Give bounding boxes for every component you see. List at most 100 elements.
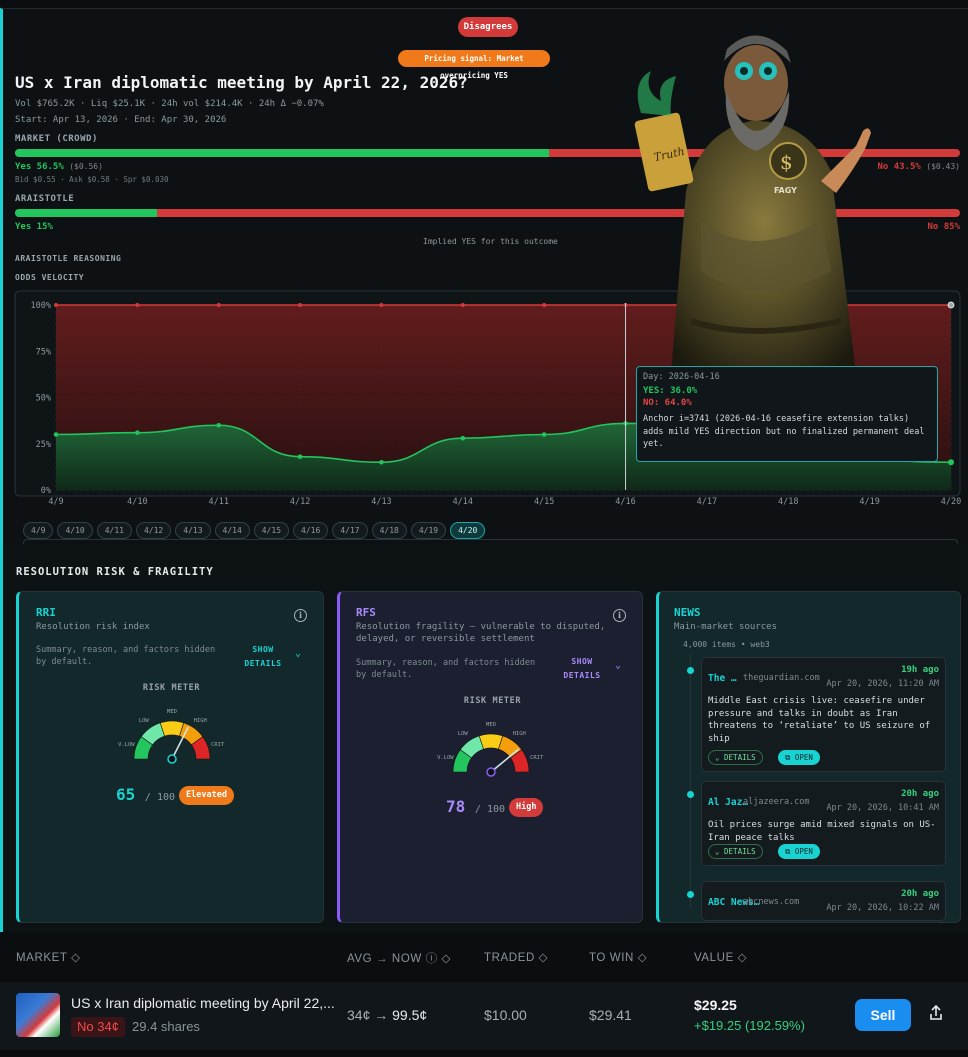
external-link-icon: ⧉ — [785, 847, 791, 856]
reasoning-label[interactable]: ARAISTOTLE REASONING — [15, 254, 122, 263]
rfs-level-badge: High — [509, 798, 544, 817]
show-details-button[interactable]: SHOW DETAILS — [563, 657, 601, 680]
chevron-down-icon[interactable]: ⌄ — [615, 660, 622, 671]
column-header-market[interactable]: MARKET ◇ — [16, 952, 81, 964]
chevron-down-icon[interactable]: ⌄ — [295, 648, 302, 659]
disagree-badge: Disagrees — [458, 17, 518, 37]
no-point — [135, 303, 140, 307]
philosopher-mascot-icon: Truth $ FAGY — [634, 35, 871, 373]
araistotle-yes-label: Yes 15% — [15, 222, 53, 232]
bid-ask-spread: Bid $0.55 · Ask $0.58 · Spr $0.030 — [15, 175, 169, 184]
gauge-label: MED — [167, 709, 177, 715]
news-age: 19h ago — [901, 665, 939, 675]
y-tick-label: 100% — [31, 301, 51, 311]
column-header-value[interactable]: VALUE ◇ — [694, 952, 748, 964]
news-item[interactable]: The … theguardian.com 19h ago Apr 20, 2026,… — [701, 657, 946, 772]
x-tick-label: 4/9 — [48, 497, 63, 507]
x-tick-label: 4/20 — [941, 497, 961, 507]
news-headline: Middle East crisis live: ceasefire under… — [708, 696, 931, 744]
timeline-dot — [687, 791, 694, 798]
section-title: RESOLUTION RISK & FRAGILITY — [16, 566, 214, 578]
no-point — [379, 303, 384, 307]
news-details-button[interactable]: ⌄ DETAILS — [708, 750, 763, 765]
news-subtitle: Main-market sources — [674, 622, 777, 632]
day-chip[interactable]: 4/11 — [96, 522, 132, 539]
y-tick-label: 25% — [36, 440, 51, 450]
news-source: The … — [708, 673, 737, 684]
gauge-label: HIGH — [194, 718, 207, 724]
rri-card: RRI i Resolution risk index Summary, rea… — [16, 591, 324, 923]
rri-subtitle: Resolution risk index — [36, 622, 150, 632]
news-details-button[interactable]: ⌄ DETAILS — [708, 844, 763, 859]
x-tick-label: 4/15 — [534, 497, 554, 507]
market-detail-panel: Disagrees Pricing signal: Market overpri… — [0, 8, 968, 544]
market-thumbnail — [16, 993, 60, 1037]
day-chip[interactable]: 4/20 — [450, 522, 486, 539]
market-dates: Start: Apr 13, 2026 · End: Apr 30, 2026 — [15, 115, 227, 125]
sell-button[interactable]: Sell — [855, 999, 911, 1031]
day-chip[interactable]: 4/16 — [293, 522, 329, 539]
news-date: Apr 20, 2026, 11:20 AM — [826, 679, 939, 689]
x-tick-label: 4/13 — [371, 497, 391, 507]
info-icon[interactable]: i — [613, 609, 626, 622]
rfs-card: RFS i Resolution fragility — vulnerable … — [337, 591, 643, 923]
day-chip[interactable]: 4/13 — [175, 522, 211, 539]
news-item[interactable]: ABC News… abcnews.com 20h ago Apr 20, 2026,… — [701, 881, 946, 921]
rfs-subtitle: Resolution fragility — vulnerable to dis… — [356, 622, 606, 644]
day-chip[interactable]: 4/17 — [332, 522, 368, 539]
rfs-risk-gauge: V.LOW LOW MED HIGH CRIT — [437, 722, 544, 777]
news-source: Al Jaz… — [708, 797, 749, 808]
gauge-hub — [486, 767, 496, 777]
news-date: Apr 20, 2026, 10:22 AM — [826, 903, 939, 913]
svg-text:FAGY: FAGY — [774, 186, 797, 195]
gauge-label: LOW — [458, 731, 469, 737]
column-header-to-win[interactable]: TO WIN ◇ — [589, 952, 648, 964]
gauge-label: V.LOW — [437, 755, 454, 761]
news-age: 20h ago — [901, 889, 939, 899]
araistotle-yes-fill — [15, 209, 157, 217]
show-details-button[interactable]: SHOW DETAILS — [244, 645, 282, 668]
column-header-avg-now[interactable]: AVG → NOW ⓘ ◇ — [347, 953, 451, 965]
day-chip[interactable]: 4/14 — [214, 522, 250, 539]
table-row[interactable]: US x Iran diplomatic meeting by April 22… — [0, 982, 968, 1050]
day-chip-row: 4/9 4/10 4/11 4/12 4/13 4/14 4/15 4/16 4/17 4/18 4… — [23, 518, 489, 539]
share-icon[interactable] — [928, 1004, 944, 1022]
day-chip[interactable]: 4/19 — [410, 522, 447, 539]
yes-point — [53, 432, 59, 437]
row-market-title[interactable]: US x Iran diplomatic meeting by April 22… — [71, 995, 335, 1011]
no-point — [54, 303, 58, 307]
yes-point — [460, 435, 466, 441]
x-tick-label: 4/18 — [778, 497, 798, 507]
market-crowd-label: MARKET (CROWD) — [15, 134, 98, 144]
rri-title: RRI — [36, 606, 56, 619]
news-headline: Oil prices surge amid mixed signals on U… — [708, 820, 936, 843]
market-yes-fill — [15, 149, 549, 157]
market-no-label: No 43.5% ($0.43) — [877, 162, 961, 172]
day-chip[interactable]: 4/9 — [23, 522, 54, 539]
news-item[interactable]: Al Jaz… aljazeera.com 20h ago Apr 20, 2026,… — [701, 781, 946, 866]
news-domain: theguardian.com — [743, 673, 820, 683]
timeline-dot — [687, 667, 694, 674]
last-point-marker — [948, 459, 954, 466]
news-age: 20h ago — [901, 789, 939, 799]
page-title: US x Iran diplomatic meeting by April 22… — [15, 73, 468, 92]
y-tick-label: 50% — [36, 394, 51, 404]
gauge-segment — [509, 749, 530, 773]
news-open-button[interactable]: ⧉ OPEN — [778, 844, 820, 859]
positions-table: MARKET ◇ AVG → NOW ⓘ ◇ TRADED ◇ TO WIN ◇… — [0, 932, 968, 1057]
market-stats: Vol $765.2K · Liq $25.1K · 24h vol $214.… — [15, 99, 324, 109]
row-shares: 29.4 shares — [132, 1019, 200, 1034]
gauge-label: CRIT — [211, 742, 225, 748]
implied-yes-caption: Implied YES for this outcome — [423, 237, 558, 246]
day-chip[interactable]: 4/10 — [57, 522, 93, 539]
info-icon[interactable]: i — [294, 609, 307, 622]
row-value: $29.25 — [694, 997, 737, 1013]
day-chip[interactable]: 4/18 — [371, 522, 407, 539]
odds-velocity-label: ODDS VELOCITY — [15, 273, 85, 282]
day-chip[interactable]: 4/15 — [253, 522, 290, 539]
day-chip[interactable]: 4/12 — [135, 522, 172, 539]
column-header-traded[interactable]: TRADED ◇ — [484, 952, 549, 964]
last-point-marker — [947, 301, 955, 309]
row-to-win: $29.41 — [589, 1007, 632, 1023]
news-open-button[interactable]: ⧉ OPEN — [778, 750, 820, 765]
